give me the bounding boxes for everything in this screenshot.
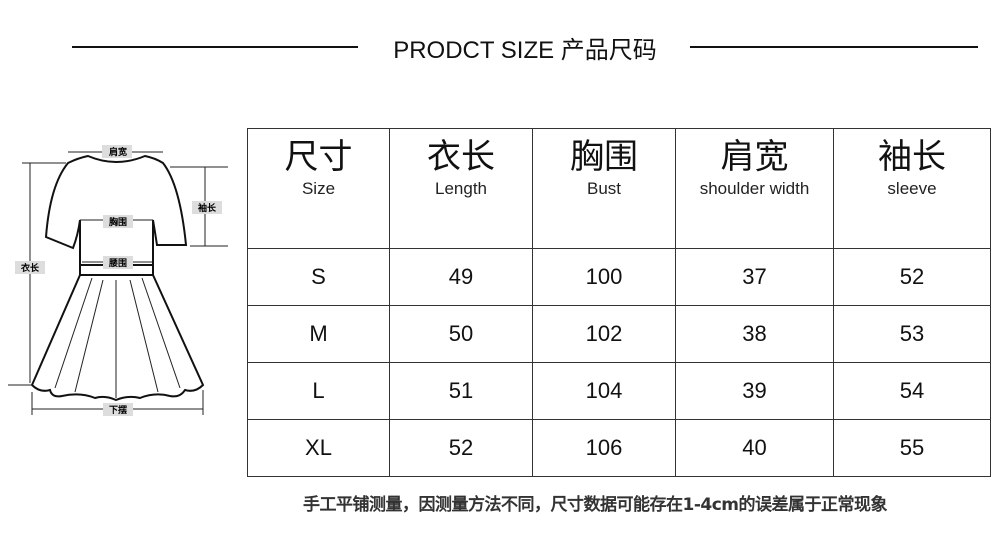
cell: 37 bbox=[675, 248, 834, 306]
cell: 39 bbox=[675, 362, 834, 420]
cell: 38 bbox=[675, 305, 834, 363]
cell: 106 bbox=[532, 419, 676, 477]
sleeve-label: 袖长 bbox=[197, 202, 217, 214]
cell: 40 bbox=[675, 419, 834, 477]
cell: 53 bbox=[833, 305, 991, 363]
cell: 50 bbox=[389, 305, 533, 363]
cell: 52 bbox=[389, 419, 533, 477]
dress-outline bbox=[44, 154, 188, 266]
length-label: 衣长 bbox=[21, 262, 40, 274]
cell: M bbox=[247, 305, 390, 363]
bust-label: 胸围 bbox=[109, 216, 127, 228]
header-shoulder: 肩宽 shoulder width bbox=[675, 128, 834, 249]
table-row: M 50 102 38 53 bbox=[247, 305, 991, 363]
measurement-note: 手工平铺测量，因测量方法不同，尺寸数据可能存在1-4cm的误差属于正常现象 bbox=[303, 495, 888, 515]
cell: XL bbox=[247, 419, 390, 477]
header-bust: 胸围 Bust bbox=[532, 128, 676, 249]
cell: 49 bbox=[389, 248, 533, 306]
cell: 104 bbox=[532, 362, 676, 420]
header-length: 衣长 Length bbox=[389, 128, 533, 249]
table-header-row: 尺寸 Size 衣长 Length 胸围 Bust 肩宽 shoulder width … bbox=[247, 128, 991, 249]
cell: S bbox=[247, 248, 390, 306]
table-row: XL 52 106 40 55 bbox=[247, 419, 991, 477]
waist-label: 腰围 bbox=[108, 258, 127, 269]
dress-measurement-diagram: 肩宽 袖长 胸围 腰围 衣长 下摆 bbox=[8, 145, 228, 416]
page-title: PRODCT SIZE 产品尺码 bbox=[393, 37, 657, 64]
cell: 51 bbox=[389, 362, 533, 420]
table-row: S 49 100 37 52 bbox=[247, 248, 991, 306]
header-size: 尺寸 Size bbox=[247, 128, 390, 249]
title-rule-right bbox=[690, 46, 978, 48]
header-sleeve: 袖长 sleeve bbox=[833, 128, 991, 249]
cell: 100 bbox=[532, 248, 676, 306]
skirt-outline bbox=[30, 274, 205, 402]
table-row: L 51 104 39 54 bbox=[247, 362, 991, 420]
cell: 102 bbox=[532, 305, 676, 363]
shoulder-label: 肩宽 bbox=[108, 146, 127, 158]
size-table: 尺寸 Size 衣长 Length 胸围 Bust 肩宽 shoulder width … bbox=[247, 128, 991, 477]
title-rule-left bbox=[72, 46, 358, 48]
cell: 52 bbox=[833, 248, 991, 306]
cell: L bbox=[247, 362, 390, 420]
hem-label: 下摆 bbox=[109, 404, 127, 416]
cell: 54 bbox=[833, 362, 991, 420]
cell: 55 bbox=[833, 419, 991, 477]
